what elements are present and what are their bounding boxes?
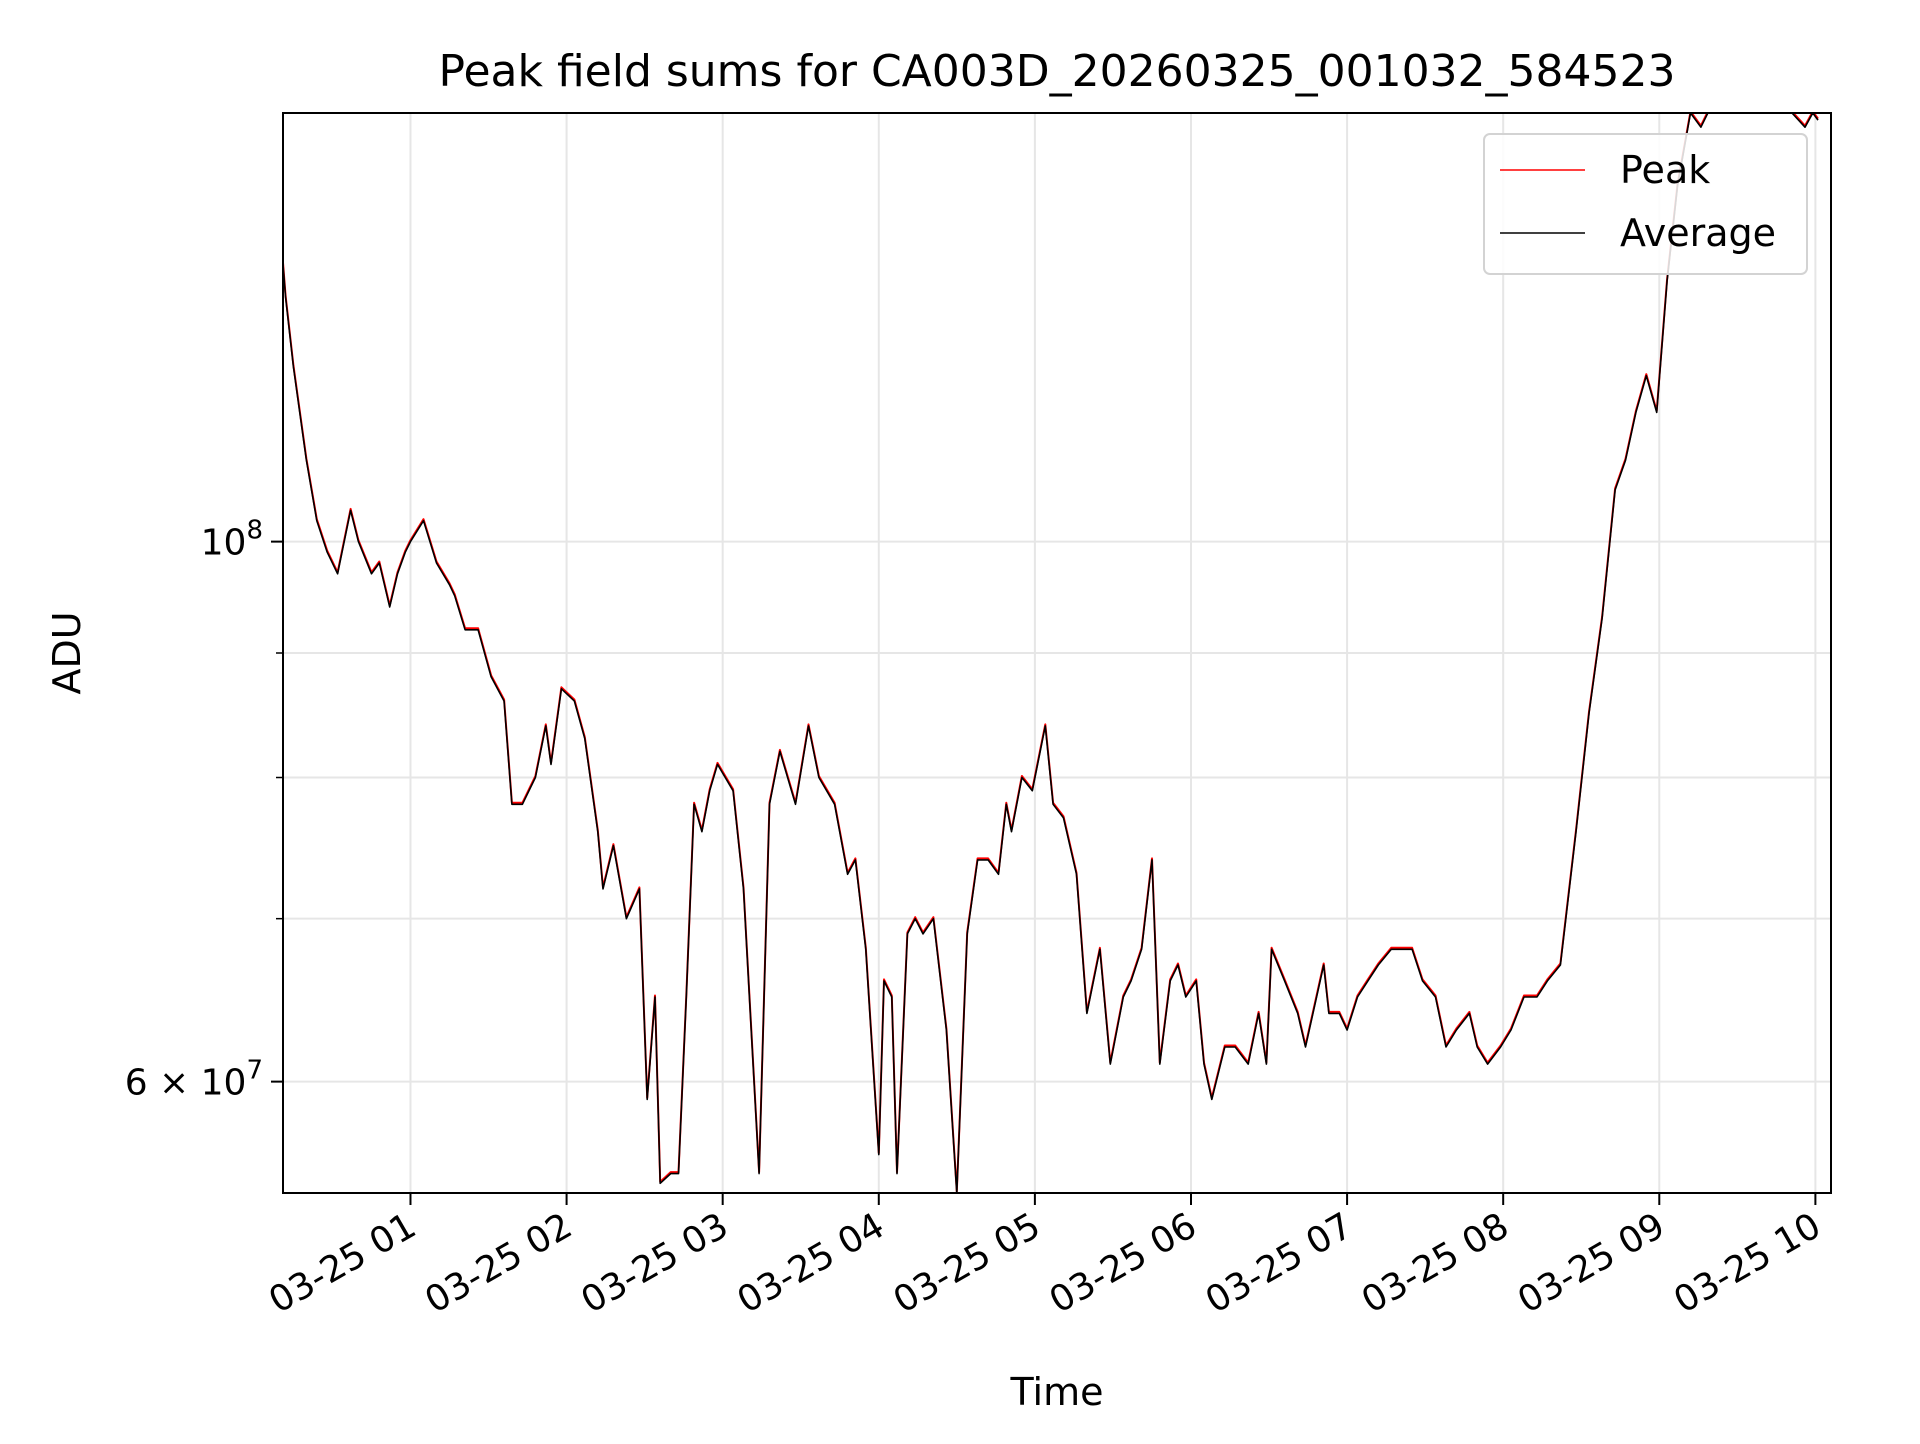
y-tick-label-base: 10 xyxy=(201,523,247,564)
y-axis-label: ADU xyxy=(45,611,89,694)
y-tick-label-base: 6 × 10 xyxy=(125,1063,247,1104)
series-layer xyxy=(283,113,1819,1193)
y-tick-label: 108 xyxy=(201,516,263,564)
legend: Peak Average xyxy=(1483,133,1808,275)
y-tick-label: 6 × 107 xyxy=(125,1056,263,1104)
legend-box xyxy=(1483,133,1808,275)
grid-layer xyxy=(283,113,1831,1193)
x-axis-label: Time xyxy=(1010,1370,1104,1414)
legend-label-average: Average xyxy=(1620,211,1776,255)
chart-title: Peak field sums for CA003D_20260325_0010… xyxy=(438,46,1675,97)
y-tick-label-exponent: 8 xyxy=(246,516,263,546)
y-tick-label-exponent: 7 xyxy=(246,1056,263,1086)
series-line-average xyxy=(283,113,1819,1193)
legend-label-peak: Peak xyxy=(1620,148,1710,192)
